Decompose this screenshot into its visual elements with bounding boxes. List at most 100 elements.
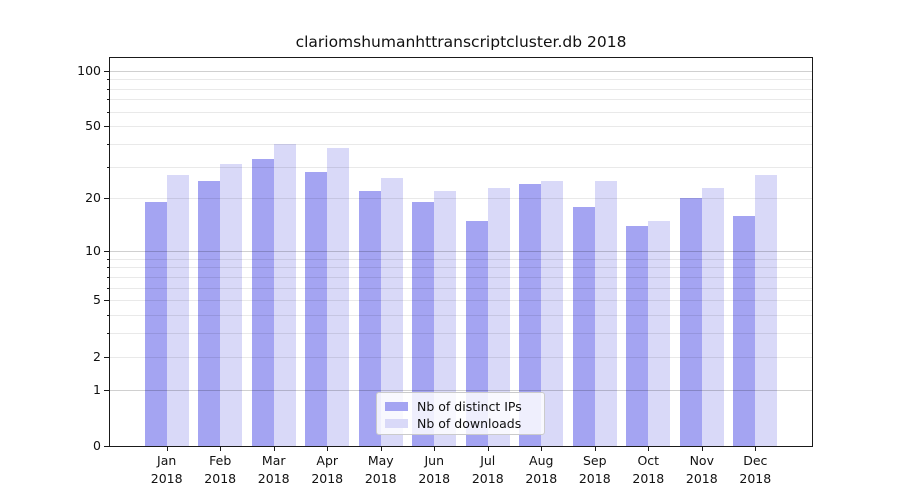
x-tick-year-mar: 2018 xyxy=(257,470,290,486)
bar-distinct-ips-feb xyxy=(198,181,221,446)
x-tick-label-oct: Oct 2018 xyxy=(618,452,678,487)
bar-distinct-ips-aug xyxy=(519,184,542,446)
gridline-minor-70 xyxy=(110,99,812,101)
y-tick-label-100: 100 xyxy=(77,62,101,78)
x-tick-month-feb: Feb xyxy=(209,453,232,468)
x-tick-label-jul: Jul 2018 xyxy=(458,452,518,487)
x-tick-label-jan: Jan 2018 xyxy=(137,452,197,487)
bar-downloads-jul xyxy=(487,187,510,446)
chart-title: clariomshumanhttranscriptcluster.db 2018 xyxy=(295,33,627,51)
gridline-minor-50 xyxy=(110,126,812,128)
x-tick-year-apr: 2018 xyxy=(311,470,344,486)
legend-entry-downloads: Nb of downloads xyxy=(385,415,536,432)
bar-distinct-ips-jul xyxy=(465,220,488,446)
legend-label-downloads: Nb of downloads xyxy=(417,416,522,431)
x-tick-dec xyxy=(755,446,757,451)
x-tick-feb xyxy=(220,446,222,451)
bar-downloads-apr xyxy=(327,148,350,446)
y-tick-label-5: 5 xyxy=(93,292,101,308)
x-tick-apr xyxy=(327,446,329,451)
y-tick-10 xyxy=(104,250,109,252)
y-tick-label-50: 50 xyxy=(85,118,101,134)
y-minor-tick-6 xyxy=(106,287,109,289)
x-tick-oct xyxy=(648,446,650,451)
bar-downloads-feb xyxy=(220,164,243,446)
x-tick-jan xyxy=(166,446,168,451)
bar-downloads-jun xyxy=(434,191,457,446)
y-minor-tick-90 xyxy=(106,79,109,81)
y-minor-tick-20 xyxy=(106,198,109,200)
x-tick-label-aug: Aug 2018 xyxy=(511,452,571,487)
y-minor-tick-4 xyxy=(106,315,109,317)
bar-downloads-sep xyxy=(594,181,617,446)
y-tick-label-0: 0 xyxy=(93,438,101,453)
y-minor-tick-7 xyxy=(106,276,109,278)
y-minor-tick-3 xyxy=(106,333,109,335)
bar-distinct-ips-dec xyxy=(733,215,756,446)
x-tick-year-jul: 2018 xyxy=(471,470,504,486)
gridline-minor-60 xyxy=(110,111,812,113)
bar-distinct-ips-apr xyxy=(305,172,328,446)
gridline-minor-90 xyxy=(110,79,812,81)
gridline-minor-40 xyxy=(110,143,812,145)
x-tick-label-sep: Sep 2018 xyxy=(565,452,625,487)
y-tick-0 xyxy=(104,446,109,447)
x-tick-jun xyxy=(434,446,436,451)
y-minor-tick-50 xyxy=(106,126,109,128)
x-tick-aug xyxy=(541,446,543,451)
x-tick-label-jun: Jun 2018 xyxy=(404,452,464,487)
bar-downloads-dec xyxy=(755,175,778,446)
bar-distinct-ips-nov xyxy=(679,198,702,446)
bar-downloads-nov xyxy=(701,187,724,446)
legend-entry-distinct-ips: Nb of distinct IPs xyxy=(385,398,536,415)
x-tick-month-dec: Dec xyxy=(743,453,768,468)
legend-swatch-downloads xyxy=(385,419,408,428)
x-tick-label-apr: Apr 2018 xyxy=(297,452,357,487)
bar-distinct-ips-oct xyxy=(626,225,649,446)
legend: Nb of distinct IPs Nb of downloads xyxy=(376,392,545,435)
x-tick-label-mar: Mar 2018 xyxy=(244,452,304,487)
legend-swatch-distinct-ips xyxy=(385,402,408,411)
bar-downloads-aug xyxy=(541,181,564,446)
x-tick-sep xyxy=(594,446,596,451)
bar-downloads-jan xyxy=(166,175,189,446)
x-tick-label-feb: Feb 2018 xyxy=(190,452,250,487)
x-tick-jul xyxy=(487,446,489,451)
x-tick-month-mar: Mar xyxy=(261,453,286,468)
x-tick-nov xyxy=(701,446,703,451)
bar-downloads-may xyxy=(380,177,403,446)
bar-distinct-ips-jan xyxy=(144,202,167,446)
y-minor-tick-9 xyxy=(106,258,109,260)
x-tick-year-aug: 2018 xyxy=(525,470,558,486)
x-tick-month-jun: Jun xyxy=(424,453,444,468)
x-tick-month-jul: Jul xyxy=(480,453,496,468)
x-tick-month-may: May xyxy=(367,453,394,468)
y-minor-tick-8 xyxy=(106,267,109,269)
bar-downloads-mar xyxy=(273,143,296,446)
y-minor-tick-60 xyxy=(106,111,109,113)
bar-distinct-ips-mar xyxy=(251,159,274,446)
y-tick-1 xyxy=(104,389,109,391)
y-tick-label-20: 20 xyxy=(85,190,101,206)
x-tick-label-dec: Dec 2018 xyxy=(725,452,785,487)
bar-downloads-oct xyxy=(648,220,671,446)
y-minor-tick-80 xyxy=(106,88,109,90)
x-tick-year-oct: 2018 xyxy=(632,470,665,486)
x-tick-month-apr: Apr xyxy=(316,453,339,468)
x-tick-year-nov: 2018 xyxy=(685,470,718,486)
y-minor-tick-40 xyxy=(106,143,109,145)
x-tick-year-dec: 2018 xyxy=(739,470,772,486)
legend-label-distinct-ips: Nb of distinct IPs xyxy=(417,399,522,414)
bar-distinct-ips-jun xyxy=(412,202,435,446)
x-tick-year-jan: 2018 xyxy=(150,470,183,486)
x-tick-label-may: May 2018 xyxy=(351,452,411,487)
x-tick-label-nov: Nov 2018 xyxy=(672,452,732,487)
bar-distinct-ips-may xyxy=(358,191,381,446)
x-tick-month-jan: Jan xyxy=(157,453,177,468)
y-minor-tick-70 xyxy=(106,99,109,101)
x-tick-year-jun: 2018 xyxy=(418,470,451,486)
gridline-major-100 xyxy=(110,70,812,72)
x-tick-month-sep: Sep xyxy=(582,453,607,468)
plot-area: Nb of distinct IPs Nb of downloads xyxy=(109,57,813,447)
